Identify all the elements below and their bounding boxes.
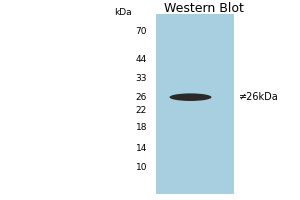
Text: 26: 26 bbox=[136, 93, 147, 102]
Ellipse shape bbox=[169, 93, 211, 101]
Bar bbox=[156, 14, 234, 194]
Text: 70: 70 bbox=[136, 27, 147, 36]
Text: 18: 18 bbox=[136, 123, 147, 132]
Text: 14: 14 bbox=[136, 144, 147, 153]
Text: 22: 22 bbox=[136, 106, 147, 115]
Text: Western Blot: Western Blot bbox=[164, 2, 244, 15]
Text: 33: 33 bbox=[136, 74, 147, 83]
Text: 44: 44 bbox=[136, 55, 147, 64]
Text: ≠26kDa: ≠26kDa bbox=[238, 92, 278, 102]
Text: kDa: kDa bbox=[114, 8, 132, 17]
Text: 10: 10 bbox=[136, 163, 147, 172]
